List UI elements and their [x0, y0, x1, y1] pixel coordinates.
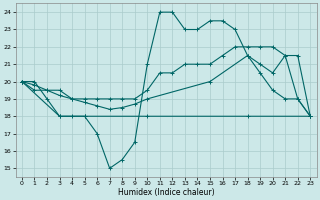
X-axis label: Humidex (Indice chaleur): Humidex (Indice chaleur)	[118, 188, 214, 197]
